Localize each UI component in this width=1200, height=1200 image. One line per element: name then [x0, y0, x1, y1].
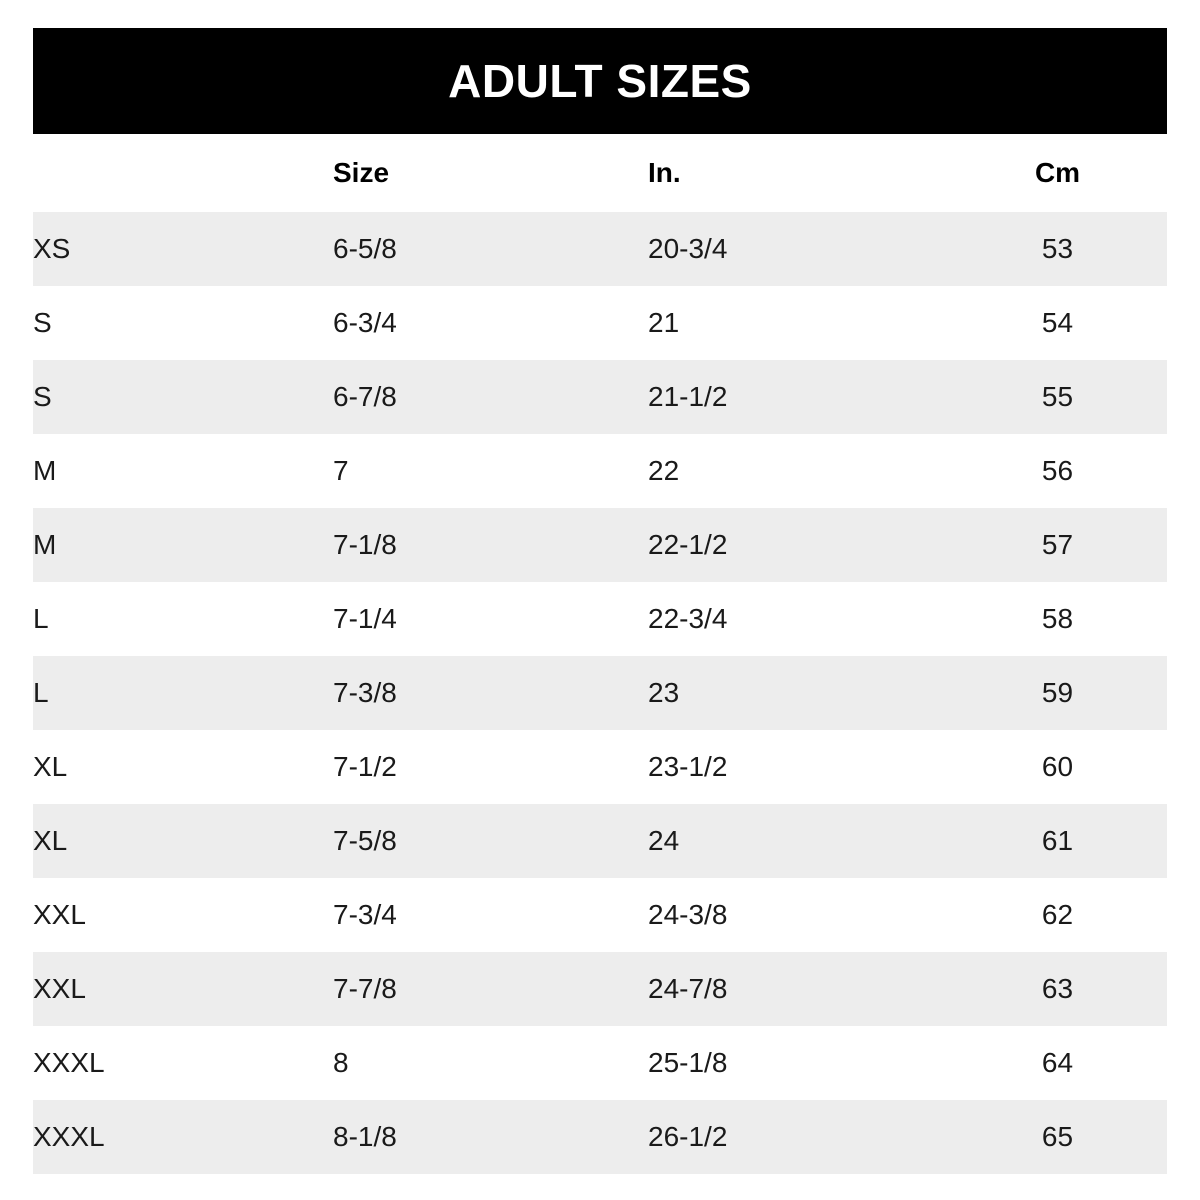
cell-size-label: XXL: [33, 878, 333, 952]
cell-centimeters: 65: [948, 1100, 1167, 1174]
table-row: M 7 22 56: [33, 434, 1167, 508]
cell-size-value: 6-5/8: [333, 212, 648, 286]
cell-inches: 22: [648, 434, 948, 508]
column-header-inches: In.: [648, 134, 948, 212]
table-row: XXXL 8 25-1/8 64: [33, 1026, 1167, 1100]
cell-inches: 25-1/8: [648, 1026, 948, 1100]
cell-inches: 26-1/2: [648, 1100, 948, 1174]
cell-centimeters: 59: [948, 656, 1167, 730]
table-header-row: Size In. Cm: [33, 134, 1167, 212]
cell-size-label: XS: [33, 212, 333, 286]
cell-size-value: 7-3/4: [333, 878, 648, 952]
cell-centimeters: 53: [948, 212, 1167, 286]
table-row: XS 6-5/8 20-3/4 53: [33, 212, 1167, 286]
table-row: XXL 7-7/8 24-7/8 63: [33, 952, 1167, 1026]
cell-size-value: 7-5/8: [333, 804, 648, 878]
cell-size-label: XL: [33, 804, 333, 878]
table-row: S 6-3/4 21 54: [33, 286, 1167, 360]
cell-size-label: M: [33, 508, 333, 582]
table-row: L 7-3/8 23 59: [33, 656, 1167, 730]
cell-centimeters: 56: [948, 434, 1167, 508]
cell-centimeters: 55: [948, 360, 1167, 434]
table-row: XXL 7-3/4 24-3/8 62: [33, 878, 1167, 952]
cell-size-label: XXL: [33, 952, 333, 1026]
cell-inches: 24-3/8: [648, 878, 948, 952]
page-title: ADULT SIZES: [448, 55, 752, 107]
cell-size-label: XL: [33, 730, 333, 804]
table-row: XL 7-1/2 23-1/2 60: [33, 730, 1167, 804]
cell-size-value: 7-3/8: [333, 656, 648, 730]
cell-inches: 23: [648, 656, 948, 730]
column-header-centimeters: Cm: [948, 134, 1167, 212]
cell-size-value: 6-7/8: [333, 360, 648, 434]
column-header-size: Size: [333, 134, 648, 212]
cell-inches: 24: [648, 804, 948, 878]
cell-size-value: 7-7/8: [333, 952, 648, 1026]
cell-size-label: S: [33, 286, 333, 360]
cell-size-value: 8-1/8: [333, 1100, 648, 1174]
cell-size-value: 7-1/2: [333, 730, 648, 804]
cell-size-value: 7-1/4: [333, 582, 648, 656]
table-body: XS 6-5/8 20-3/4 53 S 6-3/4 21 54 S 6-7/8 21-1/2 55 M…: [33, 212, 1167, 1174]
cell-inches: 24-7/8: [648, 952, 948, 1026]
cell-size-value: 6-3/4: [333, 286, 648, 360]
table-row: XL 7-5/8 24 61: [33, 804, 1167, 878]
cell-size-label: S: [33, 360, 333, 434]
cell-size-label: XXXL: [33, 1026, 333, 1100]
cell-centimeters: 61: [948, 804, 1167, 878]
table-header: Size In. Cm: [33, 134, 1167, 212]
table-row: S 6-7/8 21-1/2 55: [33, 360, 1167, 434]
cell-inches: 21-1/2: [648, 360, 948, 434]
cell-inches: 23-1/2: [648, 730, 948, 804]
cell-inches: 21: [648, 286, 948, 360]
table-row: M 7-1/8 22-1/2 57: [33, 508, 1167, 582]
cell-size-label: M: [33, 434, 333, 508]
cell-inches: 22-3/4: [648, 582, 948, 656]
cell-centimeters: 60: [948, 730, 1167, 804]
cell-size-value: 8: [333, 1026, 648, 1100]
cell-centimeters: 62: [948, 878, 1167, 952]
chart-title-banner: ADULT SIZES: [33, 28, 1167, 134]
table-row: XXXL 8-1/8 26-1/2 65: [33, 1100, 1167, 1174]
size-table: Size In. Cm XS 6-5/8 20-3/4 53 S 6-3/4 21 54 S 6-…: [33, 134, 1167, 1174]
cell-centimeters: 57: [948, 508, 1167, 582]
cell-size-label: XXXL: [33, 1100, 333, 1174]
cell-inches: 22-1/2: [648, 508, 948, 582]
cell-size-value: 7: [333, 434, 648, 508]
cell-centimeters: 58: [948, 582, 1167, 656]
cell-size-label: L: [33, 656, 333, 730]
cell-inches: 20-3/4: [648, 212, 948, 286]
cell-size-label: L: [33, 582, 333, 656]
cell-size-value: 7-1/8: [333, 508, 648, 582]
column-header-label: [33, 134, 333, 212]
table-row: L 7-1/4 22-3/4 58: [33, 582, 1167, 656]
cell-centimeters: 63: [948, 952, 1167, 1026]
cell-centimeters: 64: [948, 1026, 1167, 1100]
cell-centimeters: 54: [948, 286, 1167, 360]
